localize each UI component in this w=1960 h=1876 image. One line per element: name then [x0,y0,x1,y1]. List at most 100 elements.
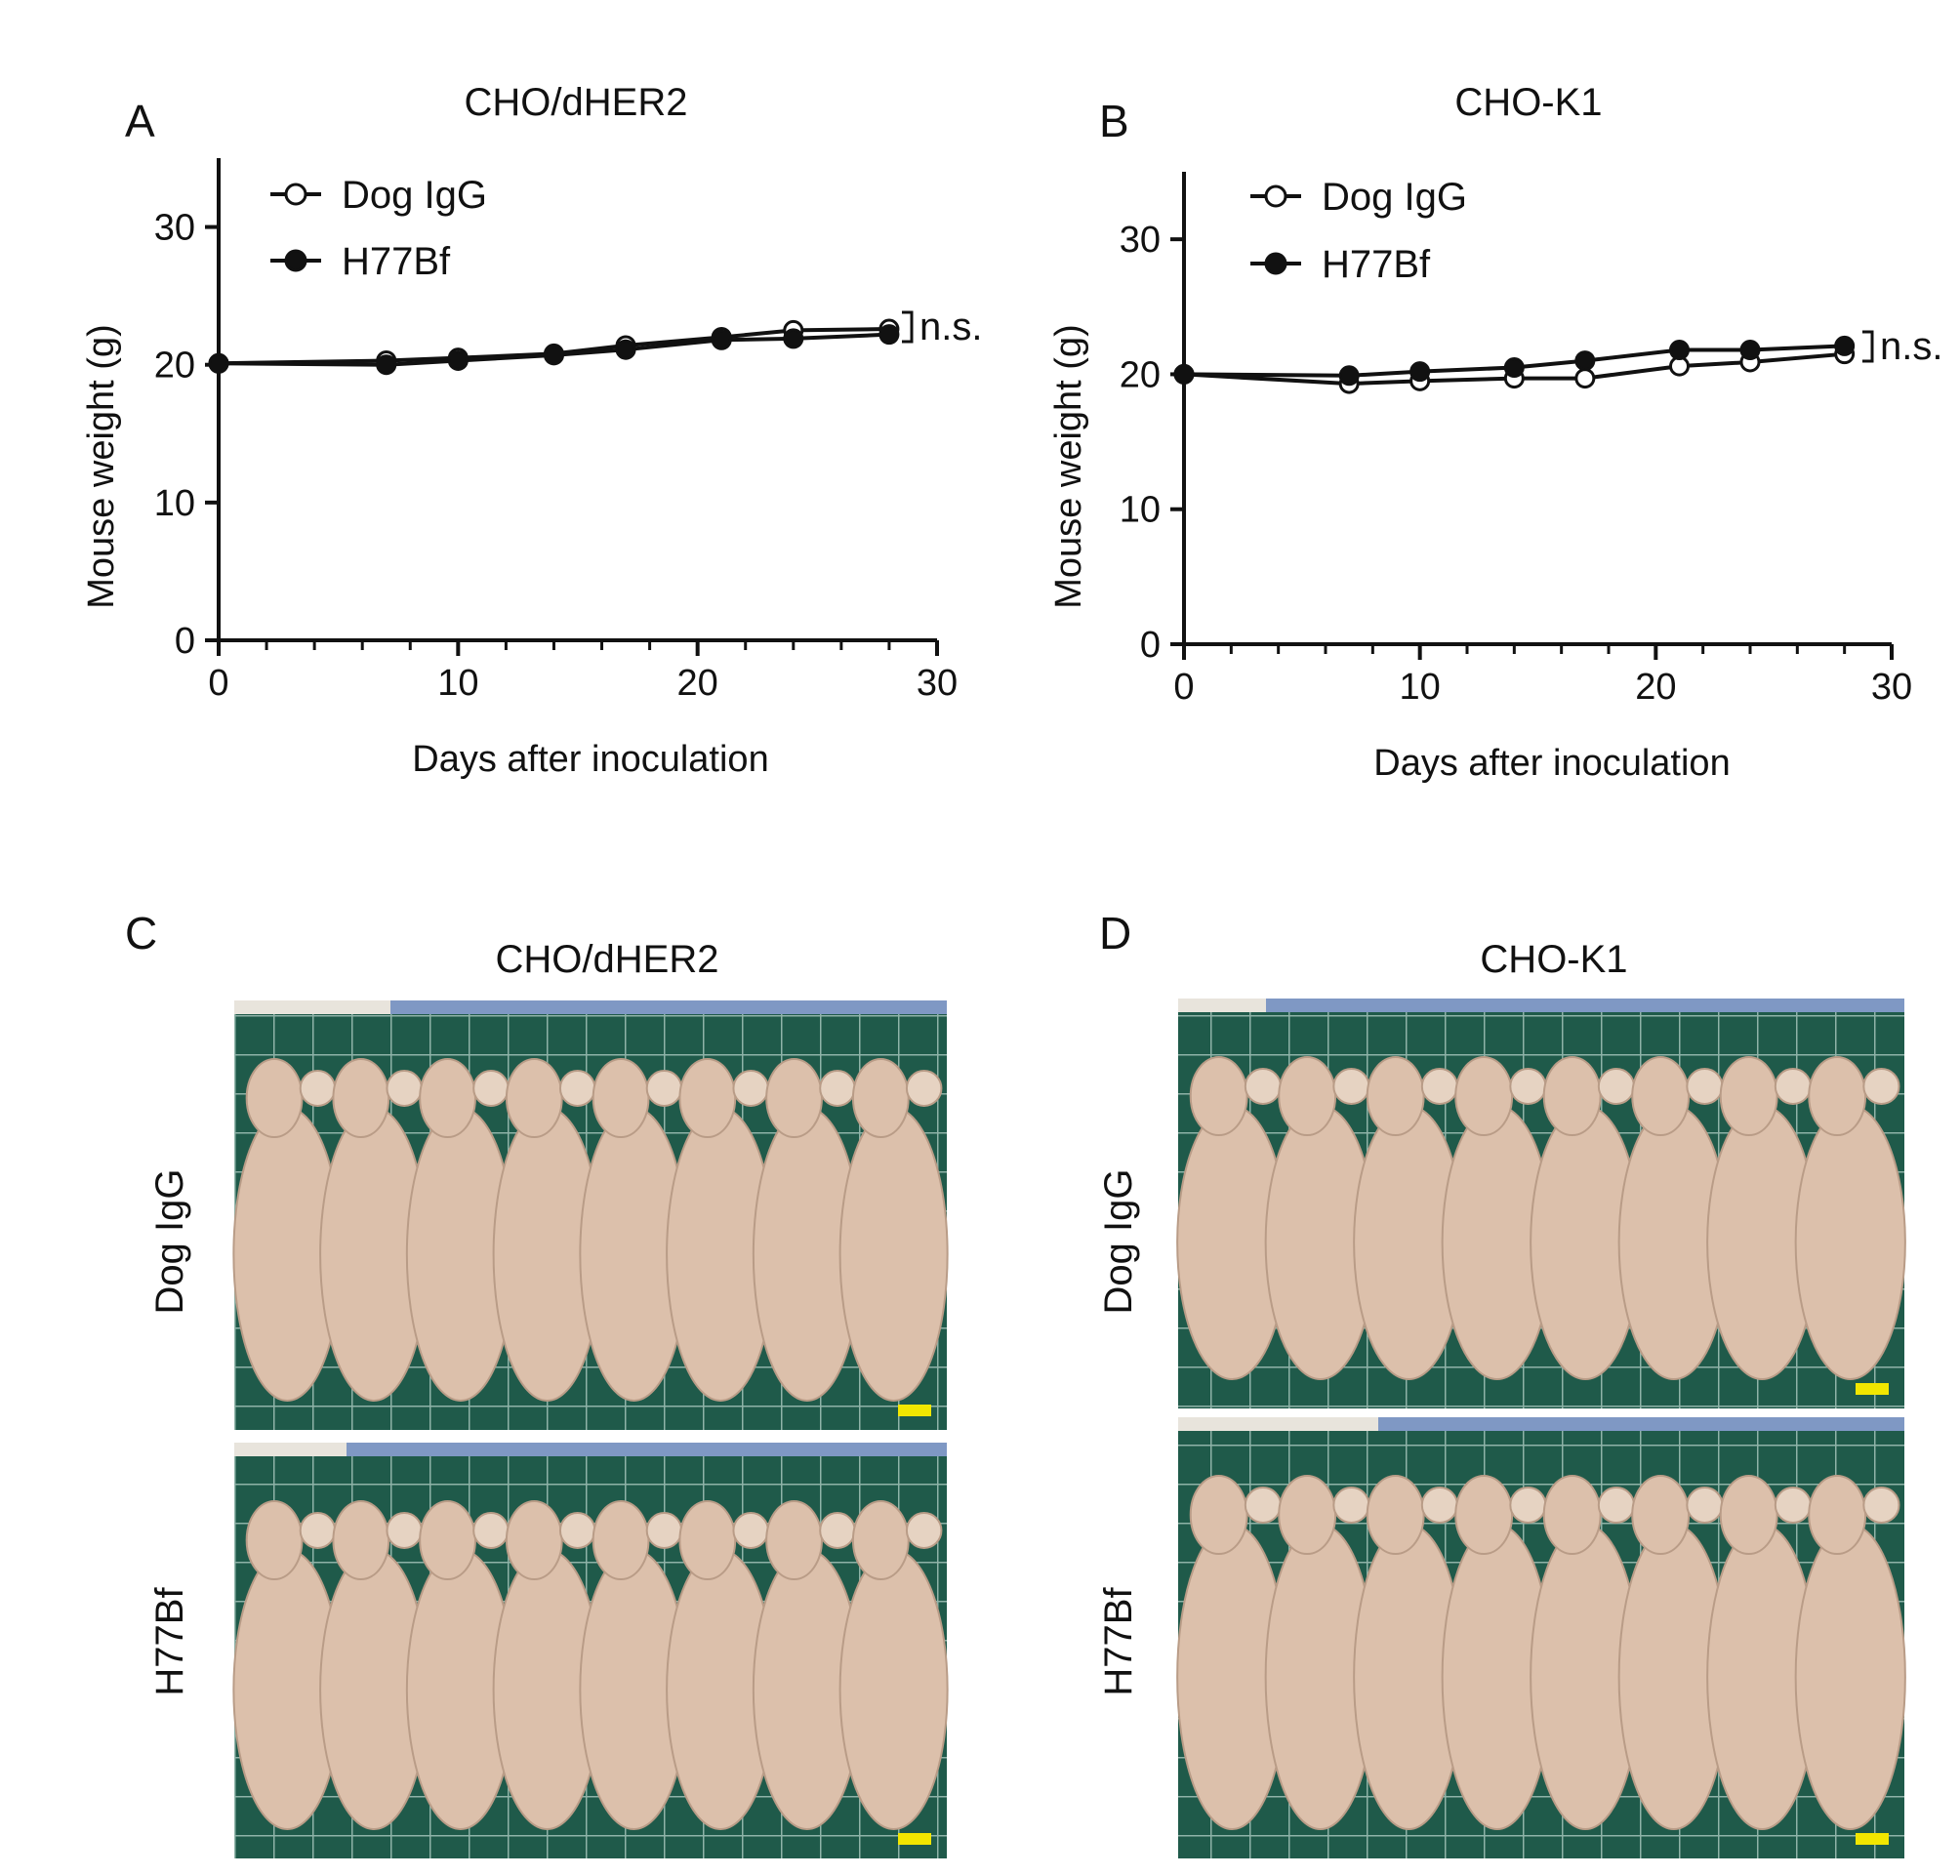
mouse-ear [732,1512,769,1549]
photo-d-title: CHO-K1 [1480,938,1627,981]
mouse [1794,1056,1906,1380]
mouse-head [332,1058,390,1138]
mouse [1264,1475,1376,1830]
mouse [666,1500,776,1830]
mouse-head [1189,1475,1248,1555]
mouse-head [851,1058,910,1138]
mouse-ear [299,1070,337,1107]
mouse-body [1794,1105,1906,1380]
mouse [319,1058,429,1402]
mouse [1617,1475,1730,1830]
y-tick-label: 10 [1120,490,1161,531]
panel-letter-c: C [125,908,157,958]
mouse-head [1631,1475,1691,1555]
photo-c-row-label-h77bf: H77Bf [148,1587,191,1696]
ruler-blank [1178,1417,1378,1431]
mouse-head [419,1500,476,1580]
y-tick-label: 20 [1120,354,1161,395]
chart-a-series [208,318,900,376]
mouse-ear [819,1070,856,1107]
data-point-h77bf [783,328,804,349]
data-point-h77bf [615,339,636,360]
mouse [232,1500,343,1830]
mouse-ear [1774,1487,1813,1524]
mouse-body [1794,1524,1906,1830]
chart-b-xlabel: Days after inoculation [1373,743,1730,784]
ns-bracket-b [1862,330,1874,363]
x-tick-label: 30 [1871,667,1912,708]
x-tick-label: 10 [437,663,478,704]
mouse-head [1189,1056,1248,1136]
x-tick-label: 20 [677,663,718,704]
mouse [752,1500,862,1830]
mouse [1264,1056,1376,1380]
legend-marker-dog-igg [1264,184,1287,208]
mouse-ear [1686,1068,1724,1105]
mouse-ear [558,1512,596,1549]
photo-c-row-label-dog-igg: Dog IgG [148,1169,191,1315]
photo-d-row-label-dog-igg: Dog IgG [1097,1169,1140,1315]
y-tick-label: 0 [1140,625,1161,666]
mouse [1441,1475,1553,1830]
data-point-h77bf [447,349,469,371]
chart-b-ylabel: Mouse weight (g) [1048,324,1089,608]
mouse [579,1058,689,1402]
mouse-head [245,1058,304,1138]
mouse-head [1454,1056,1514,1136]
x-tick-label: 30 [917,663,958,704]
mouse-body [838,1107,949,1402]
mouse [1353,1475,1465,1830]
mouse-head [419,1058,476,1138]
mouse-head [851,1500,910,1580]
data-point-h77bf [1409,361,1431,383]
mouse-ear [1244,1068,1283,1105]
ruler-blank [234,1000,390,1014]
series-line-h77bf [218,332,890,367]
mouse-ear [1509,1487,1547,1524]
legend-label-h77bf: H77Bf [342,240,451,283]
mouse-head [1278,1475,1337,1555]
chart-b-legend: Dog IgG H77Bf [1250,176,1467,286]
mouse-ear [819,1512,856,1549]
data-point-h77bf [1503,357,1525,379]
mouse [1530,1475,1642,1830]
mouse-head [678,1500,737,1580]
scale-bar [1856,1833,1889,1845]
mouse [405,1058,515,1402]
x-tick-label: 20 [1635,667,1676,708]
photo-panel-c: C CHO/dHER2 Dog IgG H77Bf [125,908,949,1858]
data-point-h77bf [1834,335,1856,356]
chart-a-ticks: 0 10 20 30 0 10 20 30 [154,208,958,704]
mouse-ear [1509,1068,1547,1105]
ruler-strip [347,1443,947,1456]
mouse-ear [1597,1487,1636,1524]
mouse [1441,1056,1553,1380]
data-point-h77bf [1669,340,1690,361]
mouse-ear [299,1512,337,1549]
mouse [1353,1056,1465,1380]
mouse-head [505,1500,563,1580]
mouse [232,1058,343,1402]
mouse-head [1719,1056,1778,1136]
mouse-ear [732,1070,769,1107]
photo-c-top-board [232,1000,949,1430]
chart-b-axes [1182,172,1892,646]
mouse [1706,1056,1818,1380]
mouse-head [1542,1475,1602,1555]
mouse-head [1542,1056,1602,1136]
series-line-dog-igg [1183,351,1845,387]
mouse-head [1808,1475,1867,1555]
mouse-ear [1332,1487,1370,1524]
x-tick-label: 0 [1173,667,1194,708]
ruler-strip [1378,1417,1904,1431]
mouse-head [765,1500,823,1580]
data-point-h77bf [1338,365,1360,387]
photo-d-bottom-board [1176,1417,1906,1858]
x-tick-label: 0 [208,663,228,704]
mouse [838,1058,949,1402]
photo-d-top-board [1176,999,1906,1408]
mouse-ear [386,1070,423,1107]
data-point-h77bf [543,345,564,366]
chart-a-ylabel: Mouse weight (g) [81,324,122,608]
